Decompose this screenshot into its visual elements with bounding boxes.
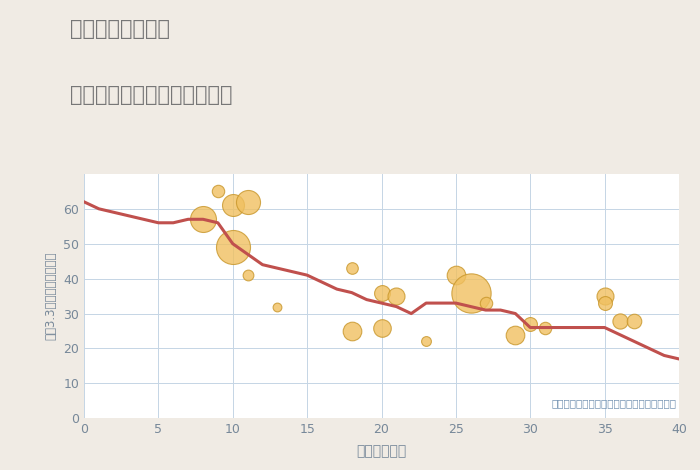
Point: [599, 292, 610, 300]
Point: [599, 299, 610, 307]
Point: [614, 317, 625, 324]
Text: 兵庫県夢前川駅の: 兵庫県夢前川駅の: [70, 19, 170, 39]
Point: [629, 317, 640, 324]
Point: [346, 265, 357, 272]
Point: [376, 324, 387, 331]
Point: [525, 320, 536, 328]
Point: [480, 299, 491, 307]
Y-axis label: 坪（3.3㎡）単価（万円）: 坪（3.3㎡）単価（万円）: [45, 252, 57, 340]
Point: [376, 289, 387, 297]
Point: [242, 198, 253, 205]
Point: [421, 338, 432, 345]
Point: [272, 303, 283, 310]
Point: [212, 188, 223, 195]
Point: [227, 243, 238, 251]
Point: [465, 289, 476, 297]
Text: 円の大きさは、取引のあった物件面積を示す: 円の大きさは、取引のあった物件面積を示す: [551, 399, 676, 408]
Text: 築年数別中古マンション価格: 築年数別中古マンション価格: [70, 85, 232, 105]
Point: [242, 271, 253, 279]
Point: [227, 202, 238, 209]
Point: [450, 271, 461, 279]
Point: [540, 324, 551, 331]
Point: [197, 216, 209, 223]
Point: [346, 327, 357, 335]
X-axis label: 築年数（年）: 築年数（年）: [356, 445, 407, 459]
Point: [391, 292, 402, 300]
Point: [510, 331, 521, 338]
